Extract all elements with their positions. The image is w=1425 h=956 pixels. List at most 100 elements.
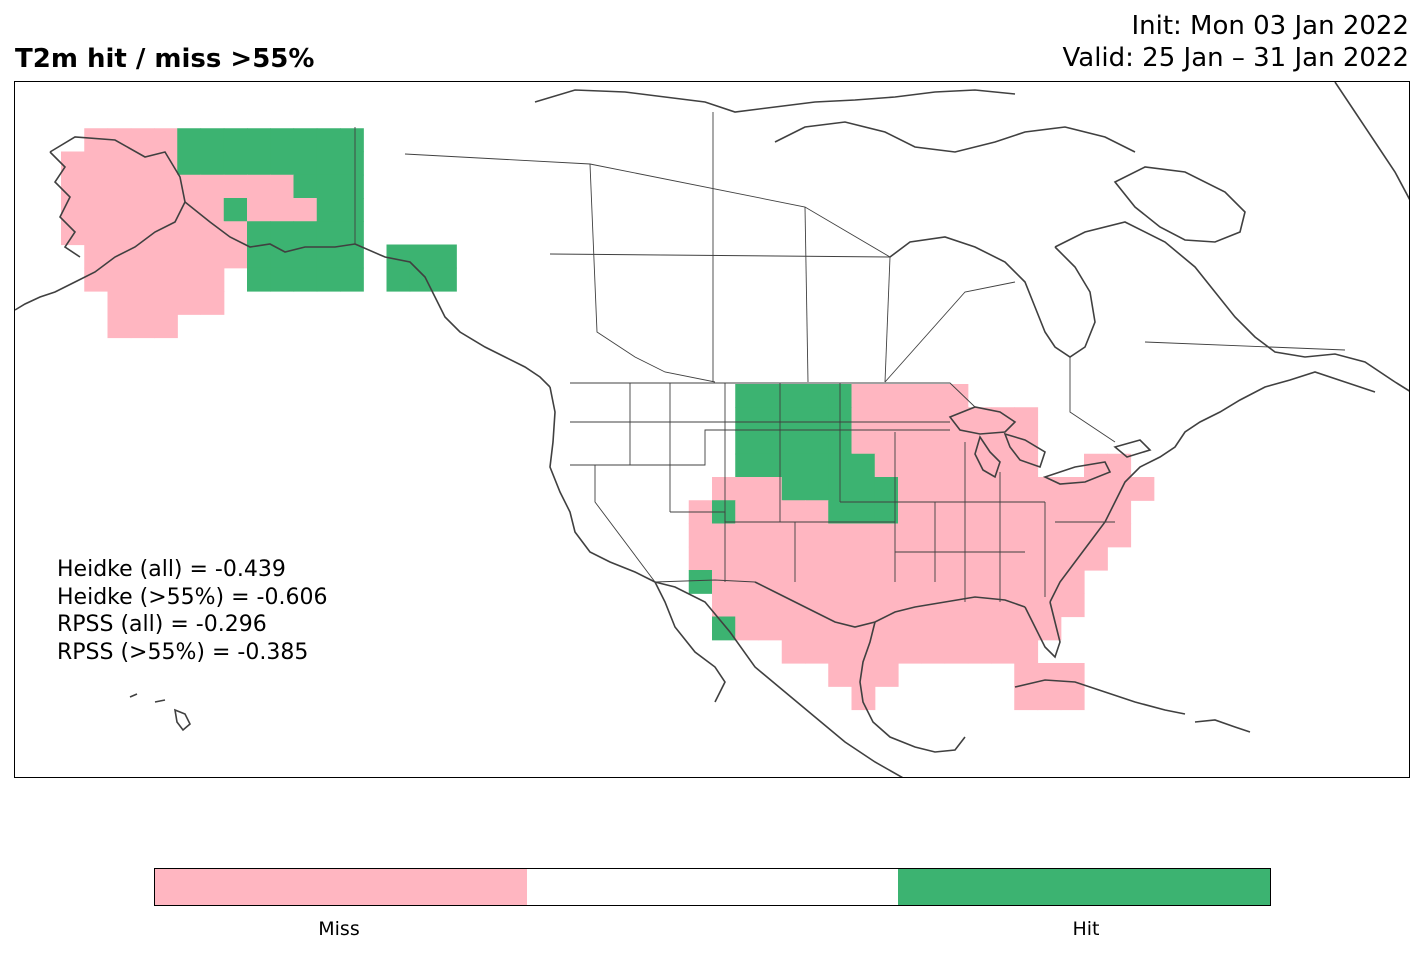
miss-cell	[247, 174, 271, 199]
miss-cell	[1014, 430, 1039, 455]
hit-cell	[340, 244, 364, 269]
miss-cell	[1084, 546, 1108, 571]
miss-cell	[944, 453, 969, 478]
miss-cell	[1130, 477, 1155, 501]
miss-cell	[177, 291, 202, 315]
miss-cell	[874, 523, 899, 548]
miss-cell	[1060, 523, 1085, 548]
hit-cell	[688, 570, 713, 594]
colorbar-label-miss: Miss	[318, 918, 360, 940]
miss-cell	[1014, 663, 1039, 687]
hit-cell	[247, 151, 271, 176]
miss-cell	[805, 593, 829, 618]
colorbar-hit-segment	[898, 869, 1271, 905]
miss-cell	[154, 198, 178, 222]
miss-cell	[223, 174, 248, 199]
miss-cell	[688, 523, 713, 548]
miss-cell	[921, 616, 946, 641]
miss-cell	[828, 546, 853, 571]
miss-cell	[84, 174, 109, 199]
miss-cell	[1060, 593, 1085, 618]
miss-cell	[293, 198, 318, 222]
miss-cell	[874, 384, 899, 408]
miss-cell	[200, 291, 225, 315]
miss-cell	[805, 523, 829, 548]
miss-cell	[921, 407, 946, 432]
miss-cell	[758, 477, 783, 501]
miss-cell	[898, 500, 922, 525]
miss-cell	[223, 221, 248, 246]
hit-cell	[758, 407, 783, 432]
miss-cell	[805, 500, 829, 525]
north-america-map	[15, 82, 1409, 777]
hit-cell	[386, 244, 411, 269]
hit-cell	[758, 384, 783, 408]
hit-cell	[316, 198, 341, 222]
miss-cell	[130, 314, 155, 339]
hit-cell	[409, 267, 434, 292]
miss-cell	[921, 477, 946, 501]
miss-cell	[712, 570, 736, 594]
miss-cell	[1084, 500, 1108, 525]
hit-cell	[316, 267, 341, 292]
hit-cell	[712, 616, 736, 641]
miss-cell	[921, 570, 946, 594]
miss-cell	[944, 523, 969, 548]
miss-cell	[967, 523, 992, 548]
hit-cell	[781, 477, 806, 501]
miss-cell	[735, 477, 760, 501]
hit-cell	[223, 128, 248, 153]
miss-cell	[874, 430, 899, 455]
heidke-all: Heidke (all) = -0.439	[57, 557, 286, 582]
miss-cell	[107, 244, 132, 269]
miss-cell	[898, 546, 922, 571]
miss-cell	[967, 639, 992, 664]
miss-cell	[130, 174, 155, 199]
init-date: Init: Mon 03 Jan 2022	[1131, 11, 1409, 41]
hit-cell	[270, 151, 295, 176]
valid-range: Valid: 25 Jan – 31 Jan 2022	[1062, 43, 1410, 73]
miss-cell	[944, 500, 969, 525]
miss-cell	[991, 616, 1015, 641]
heidke-55: Heidke (>55%) = -0.606	[57, 584, 328, 610]
hit-cell	[758, 430, 783, 455]
miss-cell	[154, 221, 178, 246]
miss-cell	[270, 174, 295, 199]
miss-cell	[1014, 477, 1039, 501]
miss-cell	[991, 430, 1015, 455]
hit-cell	[293, 244, 318, 269]
hit-cell	[781, 407, 806, 432]
hit-cell	[874, 500, 899, 525]
miss-cell	[84, 198, 109, 222]
hit-cell	[758, 453, 783, 478]
colorbar-neutral-segment	[526, 869, 899, 905]
miss-cell	[944, 639, 969, 664]
miss-cell	[805, 639, 829, 664]
miss-cell	[1037, 523, 1062, 548]
miss-cell	[177, 267, 202, 292]
miss-cell	[967, 616, 992, 641]
miss-cell	[898, 523, 922, 548]
miss-cell	[921, 639, 946, 664]
miss-cell	[851, 570, 876, 594]
miss-cell	[154, 151, 178, 176]
map-panel[interactable]	[14, 81, 1410, 778]
hit-cell	[781, 384, 806, 408]
miss-cell	[851, 686, 876, 711]
hit-cell	[340, 174, 364, 199]
miss-cell	[967, 570, 992, 594]
hit-cell	[270, 221, 295, 246]
hit-cell	[293, 151, 318, 176]
political-borders	[354, 112, 1346, 602]
hit-cell	[781, 430, 806, 455]
miss-cell	[1014, 616, 1039, 641]
skill-scores: Heidke (all) = -0.439 Heidke (>55%) = -0…	[57, 556, 327, 666]
miss-cell	[1107, 523, 1132, 548]
miss-cell	[944, 430, 969, 455]
miss-cell	[712, 477, 736, 501]
miss-cell	[944, 570, 969, 594]
miss-cell	[898, 477, 922, 501]
miss-cell	[154, 128, 178, 153]
miss-cell	[991, 500, 1015, 525]
miss-cell	[130, 151, 155, 176]
